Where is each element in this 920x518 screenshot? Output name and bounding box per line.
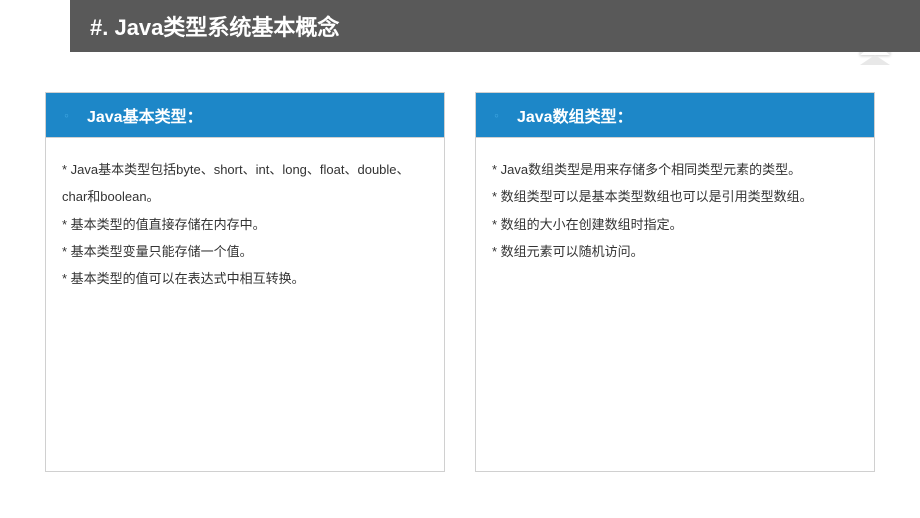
card-header-basic: ◦ Java基本类型： [46, 93, 444, 137]
card-body-array: * Java数组类型是用来存储多个相同类型元素的类型。 * 数组类型可以是基本类… [476, 138, 874, 471]
bullet-item: * 数组元素可以随机访问。 [492, 238, 858, 265]
bullet-icon: ◦ [494, 107, 499, 123]
card-array-types: ◦ Java数组类型： * Java数组类型是用来存储多个相同类型元素的类型。 … [475, 92, 875, 472]
page-title: #. Java类型系统基本概念 [90, 15, 339, 40]
card-body-basic: * Java基本类型包括byte、short、int、long、float、do… [46, 138, 444, 471]
bullet-item: * 基本类型的值直接存储在内存中。 [62, 211, 428, 238]
page-header: #. Java类型系统基本概念 [70, 0, 920, 52]
bullet-icon: ◦ [64, 107, 69, 123]
card-title: Java数组类型： [517, 103, 633, 127]
bullet-item: * 数组的大小在创建数组时指定。 [492, 211, 858, 238]
bullet-item: * 基本类型变量只能存储一个值。 [62, 238, 428, 265]
content-container: ◦ Java基本类型： * Java基本类型包括byte、short、int、l… [0, 52, 920, 492]
bullet-item: * Java基本类型包括byte、short、int、long、float、do… [62, 156, 428, 211]
bullet-item: * 基本类型的值可以在表达式中相互转换。 [62, 265, 428, 292]
bullet-item: * 数组类型可以是基本类型数组也可以是引用类型数组。 [492, 183, 858, 210]
card-header-array: ◦ Java数组类型： [476, 93, 874, 137]
card-basic-types: ◦ Java基本类型： * Java基本类型包括byte、short、int、l… [45, 92, 445, 472]
card-title: Java基本类型： [87, 103, 203, 127]
bullet-item: * Java数组类型是用来存储多个相同类型元素的类型。 [492, 156, 858, 183]
